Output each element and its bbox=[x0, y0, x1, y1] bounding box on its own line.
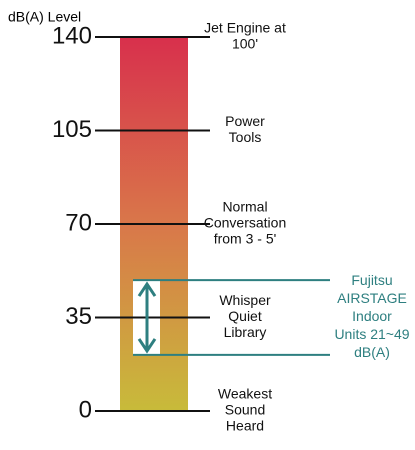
range-label: Fujitsu bbox=[351, 272, 392, 288]
level-label: Whisper bbox=[219, 292, 271, 308]
level-label: Jet Engine at bbox=[204, 20, 286, 36]
tick-label: 35 bbox=[65, 303, 92, 330]
level-label: from 3 - 5' bbox=[214, 231, 277, 247]
level-label: Normal bbox=[222, 199, 267, 215]
level-label: 100' bbox=[232, 36, 258, 52]
range-label: Indoor bbox=[352, 308, 392, 324]
tick-label: 105 bbox=[52, 116, 92, 143]
level-label: Power bbox=[225, 113, 265, 129]
range-label: dB(A) bbox=[354, 344, 390, 360]
arrow-head bbox=[137, 338, 157, 354]
range-label: AIRSTAGE bbox=[337, 290, 407, 306]
level-label: Heard bbox=[226, 418, 264, 434]
level-label: Library bbox=[224, 324, 267, 340]
tick-label: 0 bbox=[79, 396, 92, 423]
axis-label: dB(A) Level bbox=[8, 9, 81, 25]
level-label: Tools bbox=[229, 129, 262, 145]
level-label: Conversation bbox=[204, 215, 287, 231]
tick-label: 70 bbox=[65, 209, 92, 236]
range-label: Units 21~49 bbox=[334, 326, 409, 342]
level-label: Weakest bbox=[218, 386, 272, 402]
tick-label: 140 bbox=[52, 22, 92, 49]
arrow-head bbox=[137, 281, 157, 297]
level-label: Sound bbox=[225, 402, 265, 418]
level-label: Quiet bbox=[228, 308, 262, 324]
